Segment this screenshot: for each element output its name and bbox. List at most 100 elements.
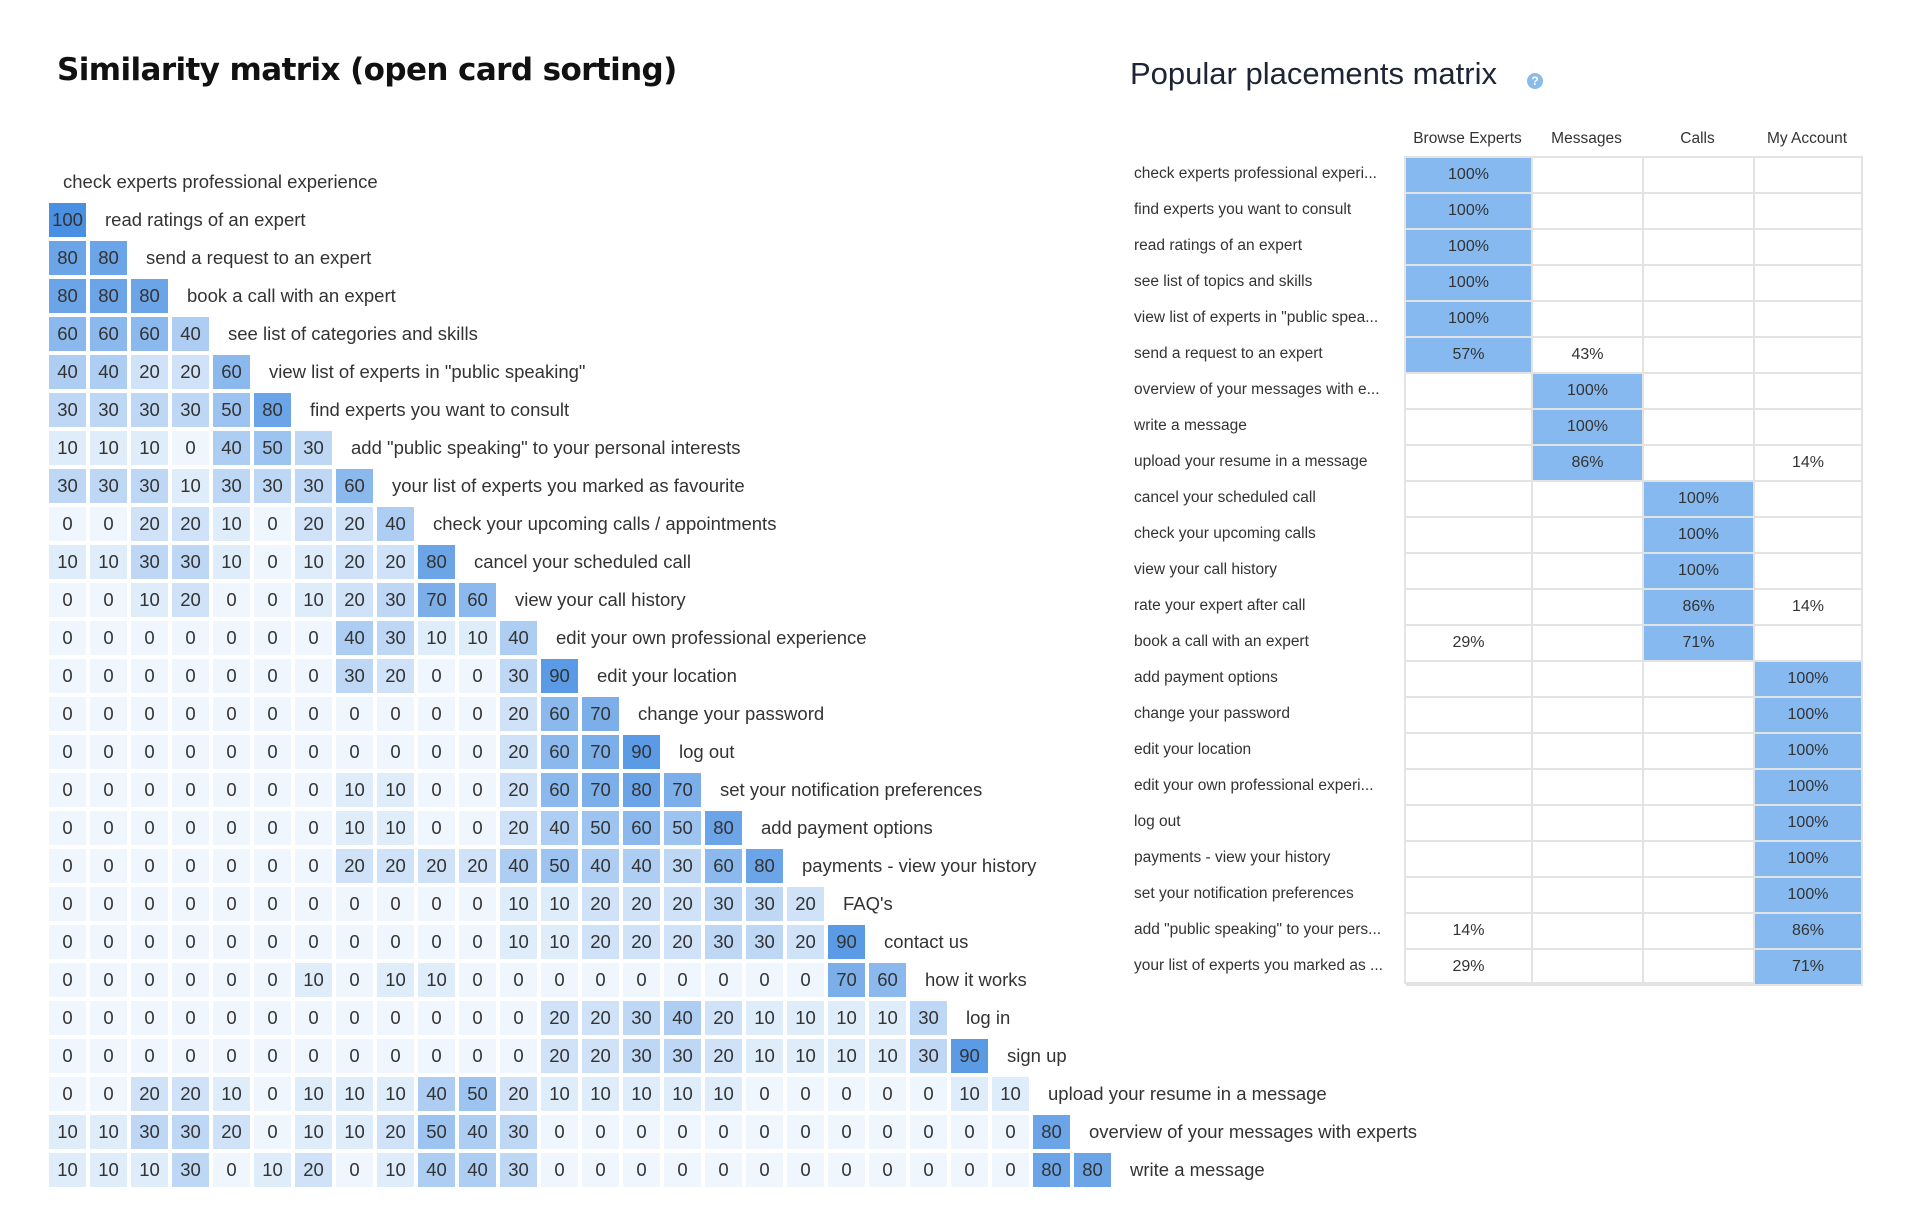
matrix-cell: 0: [377, 697, 416, 733]
matrix-cell: 0: [336, 697, 375, 733]
matrix-cell: 10: [295, 545, 334, 581]
placement-cell: [1406, 554, 1533, 590]
matrix-cell: 0: [172, 659, 211, 695]
matrix-cell: 0: [869, 1115, 908, 1151]
matrix-cell: 0: [418, 735, 457, 771]
matrix-cell: 0: [90, 1077, 129, 1113]
matrix-cell: 20: [500, 697, 539, 733]
matrix-cell: 0: [377, 735, 416, 771]
matrix-cell: 0: [541, 1153, 580, 1189]
matrix-cell: 0: [49, 963, 88, 999]
placement-cell: [1533, 554, 1644, 590]
matrix-cell: 60: [623, 811, 662, 847]
matrix-cell: 0: [131, 887, 170, 923]
matrix-cell: 0: [254, 583, 293, 619]
placement-cell: [1644, 770, 1755, 806]
matrix-cell: 0: [254, 963, 293, 999]
matrix-cell: 10: [49, 545, 88, 581]
matrix-cell: 10: [336, 1077, 375, 1113]
matrix-cell: 10: [295, 963, 334, 999]
placement-cell: 100%: [1755, 698, 1863, 734]
matrix-cell: 30: [910, 1001, 949, 1037]
matrix-cell: 20: [377, 659, 416, 695]
matrix-cell: 0: [541, 963, 580, 999]
matrix-cell: 20: [664, 887, 703, 923]
placement-cell: 29%: [1406, 626, 1533, 662]
matrix-cell: 10: [336, 811, 375, 847]
matrix-cell: 0: [418, 925, 457, 961]
matrix-cell: 0: [49, 1001, 88, 1037]
matrix-cell: 10: [951, 1077, 990, 1113]
matrix-cell: 20: [787, 887, 826, 923]
matrix-cell: 40: [459, 1153, 498, 1189]
placements-row-label: book a call with an expert: [1134, 633, 1309, 650]
matrix-cell: 0: [705, 1153, 744, 1189]
matrix-cell: 0: [295, 1001, 334, 1037]
question-circle-icon[interactable]: ?: [1527, 73, 1543, 89]
placement-cell: [1406, 878, 1533, 914]
placement-cell: [1406, 842, 1533, 878]
matrix-cell: 0: [623, 1153, 662, 1189]
placement-cell: [1533, 698, 1644, 734]
matrix-cell: 0: [254, 887, 293, 923]
matrix-cell: 0: [49, 697, 88, 733]
placement-cell: [1644, 194, 1755, 230]
matrix-cell: 0: [49, 1077, 88, 1113]
similarity-row-label: edit your own professional experience: [556, 627, 867, 648]
placement-cell: [1406, 662, 1533, 698]
placement-cell: [1755, 410, 1863, 446]
matrix-cell: 0: [459, 773, 498, 809]
matrix-cell: 90: [828, 925, 867, 961]
matrix-cell: 10: [787, 1039, 826, 1075]
matrix-cell: 0: [172, 963, 211, 999]
matrix-cell: 0: [213, 1039, 252, 1075]
placement-cell: 100%: [1755, 878, 1863, 914]
matrix-cell: 10: [295, 583, 334, 619]
placement-cell: [1755, 230, 1863, 266]
matrix-cell: 30: [172, 545, 211, 581]
matrix-cell: 50: [582, 811, 621, 847]
placements-row-label: your list of experts you marked as ...: [1134, 957, 1383, 974]
similarity-row-label: set your notification preferences: [720, 779, 983, 800]
matrix-cell: 0: [213, 735, 252, 771]
matrix-cell: 20: [623, 887, 662, 923]
matrix-cell: 10: [787, 1001, 826, 1037]
matrix-cell: 10: [295, 1115, 334, 1151]
matrix-cell: 20: [500, 735, 539, 771]
matrix-cell: 30: [910, 1039, 949, 1075]
matrix-cell: 20: [172, 1077, 211, 1113]
placement-cell: [1644, 158, 1755, 194]
placement-cell: [1644, 266, 1755, 302]
similarity-row-label: contact us: [884, 931, 969, 952]
matrix-cell: 0: [746, 1077, 785, 1113]
matrix-cell: 0: [131, 735, 170, 771]
matrix-cell: 0: [418, 811, 457, 847]
matrix-cell: 30: [172, 1153, 211, 1189]
placement-cell: 86%: [1533, 446, 1644, 482]
matrix-cell: 0: [254, 1039, 293, 1075]
placements-row-label: add payment options: [1134, 669, 1278, 686]
placement-cell: 86%: [1644, 590, 1755, 626]
matrix-cell: 40: [213, 431, 252, 467]
matrix-cell: 0: [172, 1039, 211, 1075]
matrix-cell: 0: [500, 963, 539, 999]
matrix-cell: 10: [377, 1077, 416, 1113]
placement-cell: [1644, 410, 1755, 446]
matrix-cell: 60: [541, 697, 580, 733]
matrix-cell: 0: [459, 887, 498, 923]
matrix-cell: 0: [49, 621, 88, 657]
matrix-cell: 20: [541, 1001, 580, 1037]
placement-cell: 43%: [1533, 338, 1644, 374]
matrix-cell: 0: [295, 659, 334, 695]
placement-cell: [1755, 338, 1863, 374]
matrix-cell: 40: [500, 621, 539, 657]
matrix-cell: 10: [828, 1001, 867, 1037]
placement-cell: [1533, 950, 1644, 986]
matrix-cell: 70: [664, 773, 703, 809]
matrix-cell: 40: [541, 811, 580, 847]
similarity-row-label: book a call with an expert: [187, 285, 396, 306]
matrix-cell: 10: [213, 545, 252, 581]
placements-row-label: overview of your messages with e...: [1134, 381, 1380, 398]
matrix-cell: 50: [213, 393, 252, 429]
matrix-cell: 0: [459, 925, 498, 961]
